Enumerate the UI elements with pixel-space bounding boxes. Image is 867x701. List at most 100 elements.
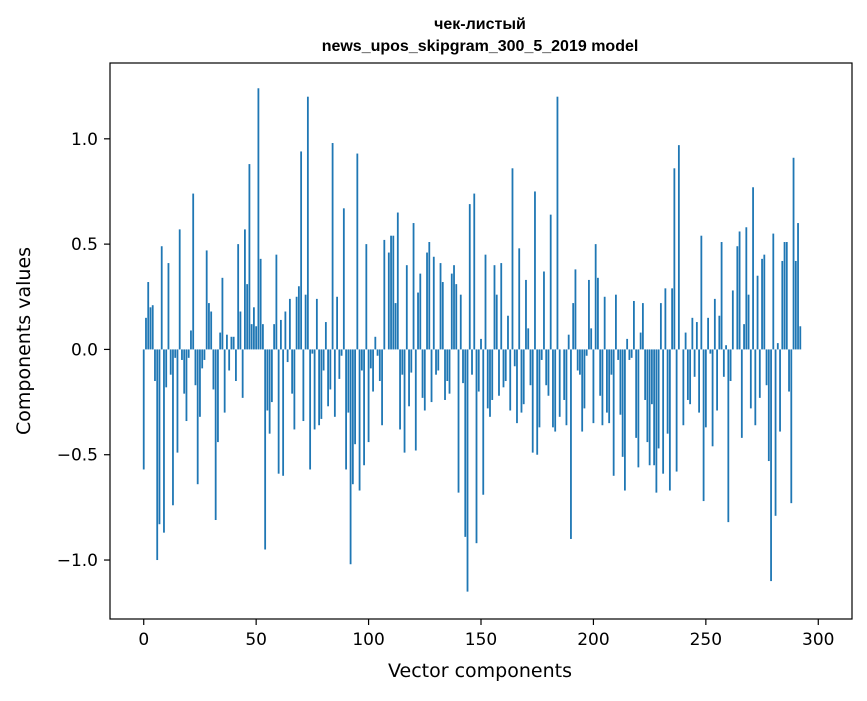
bar-279 (770, 349, 772, 581)
bar-249 (703, 349, 705, 501)
bar-233 (667, 349, 669, 433)
bar-48 (251, 324, 253, 349)
bar-274 (759, 349, 761, 397)
bar-272 (754, 349, 756, 425)
bar-96 (359, 349, 361, 490)
bar-60 (278, 349, 280, 473)
bar-214 (624, 349, 626, 490)
y-tick-label: 0.5 (71, 235, 98, 255)
chart-subtitle: news_upos_skipgram_300_5_2019 model (322, 38, 639, 55)
bar-106 (381, 349, 383, 425)
bar-45 (244, 229, 246, 349)
bar-85 (334, 349, 336, 416)
bar-229 (658, 349, 660, 448)
bar-73 (307, 97, 309, 350)
bar-141 (460, 295, 462, 350)
bar-105 (379, 349, 381, 381)
bar-250 (705, 349, 707, 427)
bar-154 (489, 349, 491, 416)
bar-38 (228, 349, 230, 370)
bar-123 (419, 274, 421, 350)
bar-203 (599, 349, 601, 395)
bar-286 (786, 242, 788, 349)
bar-37 (226, 335, 228, 350)
bar-181 (550, 215, 552, 350)
bar-247 (698, 349, 700, 412)
bar-7 (159, 349, 161, 524)
bar-267 (743, 324, 745, 349)
bar-121 (415, 349, 417, 450)
bar-172 (530, 349, 532, 385)
bar-5 (154, 349, 156, 381)
bar-255 (716, 349, 718, 410)
bar-287 (788, 349, 790, 391)
bar-8 (161, 246, 163, 349)
bar-173 (532, 349, 534, 452)
y-axis-label: Components values (13, 247, 35, 435)
bar-31 (213, 349, 215, 389)
bar-124 (422, 349, 424, 397)
bar-156 (494, 265, 496, 349)
bar-27 (204, 349, 206, 360)
bar-200 (593, 349, 595, 423)
bar-104 (377, 349, 379, 355)
y-tick-label: −0.5 (57, 446, 98, 466)
bar-256 (718, 316, 720, 350)
bar-153 (487, 349, 489, 408)
bar-149 (478, 349, 480, 391)
x-tick-label: 0 (138, 630, 149, 650)
bar-277 (766, 349, 768, 385)
bar-33 (217, 349, 219, 442)
bar-269 (748, 295, 750, 350)
bar-285 (784, 242, 786, 349)
bar-240 (682, 349, 684, 425)
bar-284 (781, 261, 783, 349)
bar-292 (799, 326, 801, 349)
bar-133 (442, 282, 444, 349)
bar-244 (691, 318, 693, 350)
bar-183 (554, 349, 556, 431)
bar-32 (215, 349, 217, 520)
bar-72 (305, 295, 307, 350)
bar-77 (316, 299, 318, 350)
bar-112 (395, 303, 397, 349)
bar-82 (327, 349, 329, 406)
bar-197 (586, 349, 588, 355)
bar-80 (323, 349, 325, 370)
bar-116 (404, 349, 406, 452)
bar-258 (723, 349, 725, 376)
bar-23 (195, 349, 197, 385)
bar-164 (512, 168, 514, 349)
bar-261 (730, 349, 732, 381)
bar-289 (793, 158, 795, 350)
bar-275 (761, 259, 763, 350)
bar-126 (426, 253, 428, 350)
bar-36 (224, 349, 226, 412)
bar-151 (482, 349, 484, 494)
bar-118 (408, 349, 410, 406)
bar-66 (291, 349, 293, 393)
bar-143 (464, 349, 466, 536)
bar-177 (541, 349, 543, 360)
bar-161 (505, 349, 507, 381)
bar-35 (222, 278, 224, 350)
bar-131 (437, 349, 439, 370)
bar-9 (163, 349, 165, 532)
bar-134 (444, 349, 446, 400)
bar-280 (772, 234, 774, 350)
bar-142 (462, 349, 464, 383)
bar-1 (145, 318, 147, 350)
bar-3 (150, 307, 152, 349)
bar-46 (246, 284, 248, 349)
bar-189 (568, 335, 570, 350)
bar-6 (156, 349, 158, 560)
bar-163 (509, 349, 511, 410)
bar-174 (534, 191, 536, 349)
bar-29 (208, 303, 210, 349)
x-tick-label: 100 (352, 630, 384, 650)
bar-135 (446, 349, 448, 381)
bar-188 (566, 349, 568, 425)
bar-58 (273, 324, 275, 349)
bar-122 (417, 293, 419, 350)
x-axis-label: Vector components (388, 660, 572, 682)
